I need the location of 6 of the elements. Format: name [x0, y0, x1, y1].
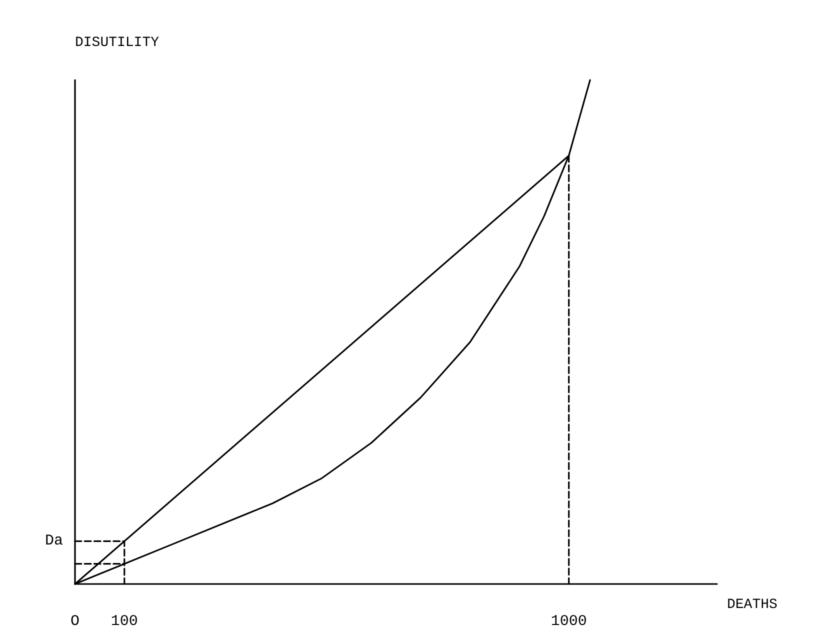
- x-axis-title: DEATHS: [727, 597, 778, 613]
- x-tick-label: O: [70, 613, 80, 630]
- x-tick-label: 1000: [550, 613, 587, 630]
- x-tick-label: 100: [110, 613, 138, 630]
- annotation: Da: [44, 532, 63, 550]
- y-axis-title: DISUTILITY: [75, 35, 160, 51]
